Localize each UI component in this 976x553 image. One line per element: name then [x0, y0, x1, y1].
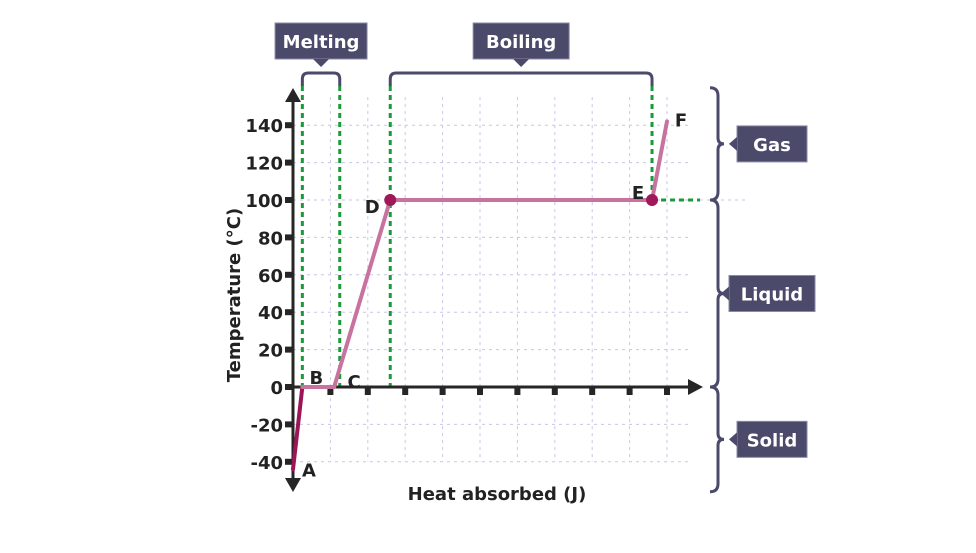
tag-gas-pointer: [729, 136, 737, 151]
x-tick: [551, 387, 558, 395]
y-tick: [285, 384, 293, 390]
y-tick-label: 100: [245, 191, 283, 212]
x-tick: [402, 387, 409, 395]
point-label-B: B: [309, 368, 323, 389]
bracket-boiling: [388, 71, 654, 86]
tag-melting: Melting: [274, 22, 368, 67]
y-tick-label: -40: [250, 453, 283, 474]
point-marker-E: [646, 194, 659, 206]
phase-dashed-lines: [300, 86, 745, 387]
grid: [293, 97, 690, 463]
tag-boiling-text: Boiling: [486, 32, 556, 53]
tag-gas: Gas: [729, 125, 808, 163]
y-tick: [285, 234, 293, 241]
state-braces: Gas Liquid Solid: [709, 86, 816, 494]
y-axis-label: Temperature (°C): [224, 208, 245, 382]
x-tick: [439, 387, 446, 395]
y-tick: [285, 159, 293, 166]
x-axis-arrow: [688, 379, 703, 395]
series-line: [291, 119, 669, 472]
point-labels: A B C D E F: [302, 110, 687, 481]
brace-solid: [709, 385, 725, 494]
point-label-D: D: [365, 197, 380, 218]
tag-boiling-box: [472, 22, 570, 60]
y-axis-arrow-up: [285, 88, 301, 102]
point-marker-D: [384, 194, 397, 206]
tag-boiling: Boiling: [472, 22, 570, 67]
point-label-A: A: [302, 460, 316, 481]
x-tick: [626, 387, 633, 395]
point-label-E: E: [632, 183, 644, 204]
y-tick: [285, 458, 293, 465]
line-segment-CD: [332, 198, 393, 389]
x-tick: [364, 387, 371, 395]
y-ticks: -40 -20 0 20 40 60 80 100 120 140: [245, 116, 293, 474]
tag-boiling-pointer: [513, 59, 530, 67]
y-tick-label: 80: [258, 228, 283, 249]
phase-brackets: Melting Boiling: [274, 22, 654, 86]
y-tick-label: 140: [245, 116, 283, 137]
y-tick-label: 60: [258, 266, 283, 287]
tag-melting-pointer: [313, 59, 330, 67]
y-tick: [285, 309, 293, 316]
x-tick: [327, 387, 334, 395]
y-tick-label: 120: [245, 154, 283, 175]
y-tick: [285, 346, 293, 353]
tag-liquid: Liquid: [721, 275, 816, 312]
tag-solid: Solid: [729, 420, 808, 458]
tag-melting-text: Melting: [283, 32, 360, 53]
y-tick: [285, 421, 293, 428]
x-axis-label: Heat absorbed (J): [408, 484, 587, 505]
tag-solid-text: Solid: [747, 430, 798, 451]
tag-liquid-pointer: [721, 286, 729, 301]
line-segment-EF: [650, 119, 669, 202]
tag-melting-box: [274, 22, 368, 60]
tag-solid-pointer: [729, 432, 737, 447]
bracket-melting: [300, 71, 342, 86]
x-tick: [664, 387, 670, 395]
axes: [285, 88, 703, 492]
brace-gas: [709, 86, 725, 202]
x-tick: [477, 387, 483, 395]
y-tick: [285, 271, 293, 278]
point-markers: [384, 194, 659, 206]
y-tick-label: 20: [258, 341, 283, 362]
tag-gas-box: [736, 125, 808, 163]
y-tick: [285, 197, 293, 203]
tag-gas-text: Gas: [753, 135, 791, 156]
point-label-C: C: [348, 372, 361, 393]
tag-liquid-text: Liquid: [741, 285, 803, 306]
y-axis-arrow-down: [285, 478, 301, 492]
y-tick-label: 40: [258, 303, 283, 324]
x-tick: [514, 387, 521, 395]
y-tick-label: 0: [270, 378, 283, 399]
tag-solid-box: [736, 420, 808, 458]
line-segment-AB: [291, 385, 305, 472]
y-tick-label: -20: [250, 415, 283, 436]
point-label-F: F: [675, 110, 687, 131]
x-ticks: [327, 387, 670, 395]
x-tick: [589, 387, 596, 395]
y-tick: [285, 122, 293, 129]
